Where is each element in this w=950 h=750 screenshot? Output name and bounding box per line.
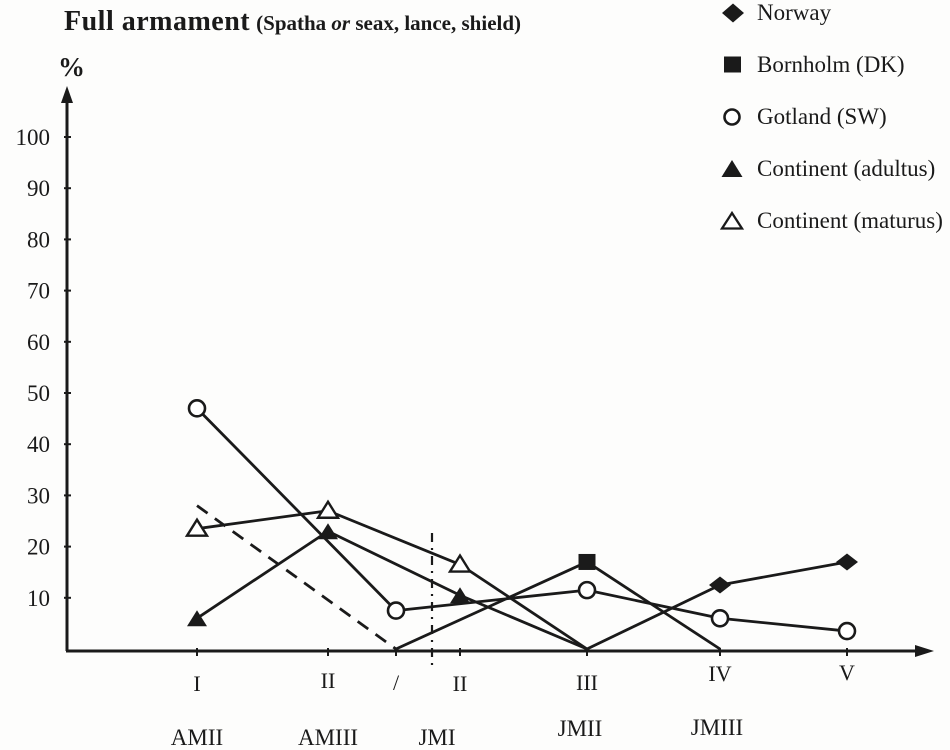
marker-filled-triangle-continent-adultus — [450, 587, 470, 604]
series-line-norway — [586, 583, 721, 651]
marker-open-circle-gotland-sw — [837, 621, 857, 641]
y-tick-label: 80 — [27, 227, 50, 252]
chart-title: Full armament (Spatha or seax, lance, shi… — [64, 6, 521, 38]
period-label: AMIII — [298, 725, 358, 750]
legend-item-continent-adultus: Continent (adultus) — [718, 156, 943, 182]
open-triangle-icon — [719, 210, 745, 230]
legend-item-norway: Norway — [718, 0, 943, 26]
marker-open-triangle-continent-maturus — [447, 553, 473, 573]
series-line-continent-adultus — [459, 593, 588, 651]
x-category-label: II — [321, 668, 336, 693]
filled-triangle-icon — [721, 160, 743, 177]
y-axis-unit-label: % — [58, 52, 85, 82]
y-tick-label: 20 — [27, 535, 50, 560]
chart-title-paren-post: seax, lance, shield) — [350, 11, 522, 35]
y-tick-label: 90 — [27, 176, 50, 201]
series-line-gotland-sw — [586, 588, 721, 620]
x-category-label: / — [393, 670, 400, 695]
filled-square-icon — [724, 56, 741, 73]
y-tick-label: 60 — [27, 330, 50, 355]
marker-open-circle-gotland-sw — [577, 580, 597, 600]
y-tick-label: 50 — [27, 381, 50, 406]
marker-filled-diamond-norway — [836, 553, 858, 571]
series-line-gotland-sw — [196, 407, 397, 612]
open-circle-icon — [723, 108, 741, 126]
chart-title-paren-pre: (Spatha — [256, 11, 332, 35]
legend: Norway Bornholm (DK) Gotland (SW) Contin… — [718, 0, 943, 260]
x-axis-arrow-icon — [915, 645, 934, 657]
series-line-continent-adultus — [327, 529, 461, 597]
marker-filled-diamond-norway — [709, 576, 731, 594]
chart-title-main: Full armament — [64, 6, 251, 37]
period-label: JMI — [418, 725, 455, 750]
series-line-bornholm-dk — [196, 504, 397, 651]
series-line-gotland-sw — [395, 588, 588, 612]
marker-open-circle-gotland-sw — [710, 608, 730, 628]
chart-title-paren-or: or — [331, 11, 351, 35]
legend-label-continent-adultus: Continent (adultus) — [757, 156, 936, 181]
chart-title-paren: (Spatha or seax, lance, shield) — [256, 11, 521, 35]
legend-label-norway: Norway — [757, 0, 832, 25]
marker-filled-triangle-continent-adultus — [318, 523, 338, 540]
x-category-label: I — [193, 671, 200, 696]
filled-diamond-icon — [722, 3, 744, 23]
series-line-bornholm-dk — [395, 560, 588, 651]
legend-item-gotland: Gotland (SW) — [718, 104, 943, 130]
y-tick-label: 40 — [27, 432, 50, 457]
y-tick-label: 70 — [27, 279, 50, 304]
legend-label-continent-adultus: Gotland (SW) — [757, 104, 887, 129]
y-axis-arrow-icon — [61, 86, 73, 103]
marker-filled-triangle-continent-adultus — [187, 610, 207, 627]
marker-open-triangle-continent-maturus — [184, 517, 210, 537]
x-category-label: IV — [708, 661, 731, 686]
legend-item-bornholm: Bornholm (DK) — [718, 52, 943, 78]
x-category-label: V — [839, 660, 855, 685]
series-line-continent-maturus — [459, 563, 588, 651]
y-tick-label: 100 — [16, 125, 51, 150]
marker-filled-square-bornholm-dk — [578, 553, 596, 570]
x-category-label: II — [453, 671, 468, 696]
period-label: JMII — [558, 716, 603, 741]
series-line-norway — [719, 560, 848, 587]
legend-item-continent-maturus: Continent (maturus) — [718, 208, 943, 234]
period-label: AMII — [171, 725, 223, 750]
marker-open-triangle-continent-maturus — [315, 499, 341, 519]
legend-label-bornholm: Bornholm (DK) — [757, 52, 905, 77]
marker-open-circle-gotland-sw — [187, 399, 207, 418]
series-line-continent-adultus — [196, 530, 329, 620]
series-line-continent-maturus — [196, 509, 329, 531]
x-category-label: III — [576, 670, 598, 695]
period-label: JMIII — [691, 715, 743, 740]
marker-open-circle-gotland-sw — [386, 601, 406, 620]
legend-label-continent-maturus: Continent (maturus) — [757, 208, 943, 233]
y-tick-label: 10 — [27, 586, 50, 611]
series-line-continent-maturus — [327, 509, 461, 566]
series-line-gotland-sw — [719, 616, 848, 633]
y-tick-label: 30 — [27, 483, 50, 508]
